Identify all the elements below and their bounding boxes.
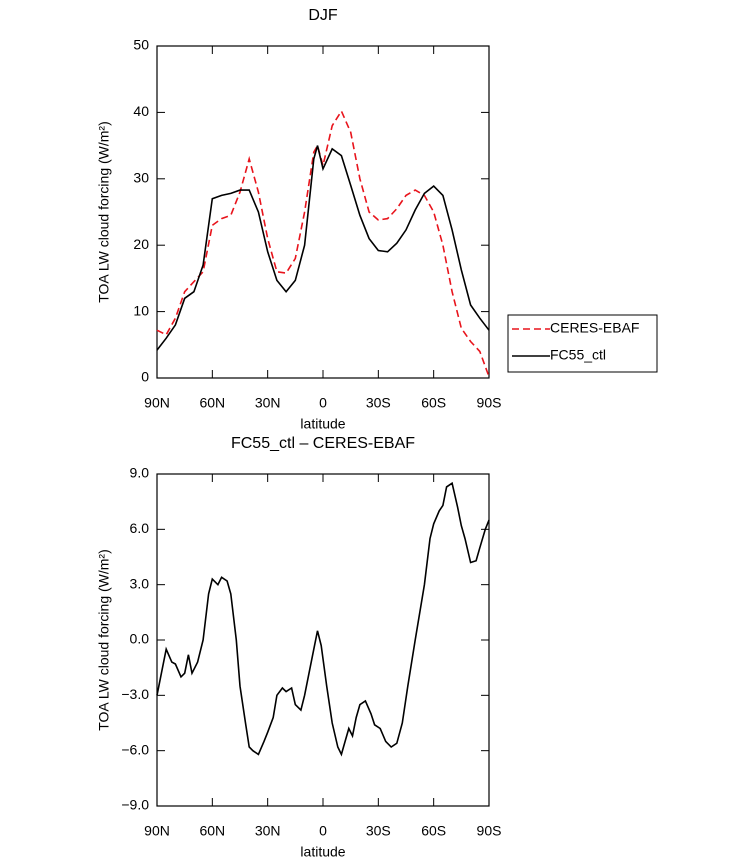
y-tick-label: 0.0 [130,631,150,647]
legend-label: FC55_ctl [550,347,606,363]
data-line [156,481,490,757]
y-tick-label: 0 [141,369,149,385]
data-line [156,109,490,377]
x-tick-label: 30N [255,823,281,839]
legend-box [507,314,658,373]
chart-title: FC55_ctl – CERES-EBAF [231,435,415,452]
y-tick-label: −6.0 [121,741,149,757]
plot-frame [156,45,490,379]
x-axis-label: latitude [300,416,345,432]
x-tick-label: 30S [366,823,391,839]
y-axis-label: TOA LW cloud forcing (W/m²) [96,549,112,731]
x-tick-label: 90S [477,395,502,411]
legend-label: CERES-EBAF [550,320,639,336]
x-tick-label: 60N [199,823,225,839]
x-tick-label: 60S [421,823,446,839]
chart-title: DJF [308,7,338,24]
x-tick-label: 90N [144,823,170,839]
y-tick-label: 30 [133,170,149,186]
x-tick-label: 60S [421,395,446,411]
x-tick-label: 30S [366,395,391,411]
x-tick-label: 0 [319,395,327,411]
y-tick-label: 3.0 [130,575,150,591]
y-tick-label: 20 [133,236,149,252]
x-tick-label: 90N [144,395,170,411]
y-axis-label: TOA LW cloud forcing (W/m²) [96,121,112,303]
x-axis-label: latitude [300,844,345,860]
y-tick-label: 10 [133,302,149,318]
x-tick-label: 60N [199,395,225,411]
x-tick-label: 90S [477,823,502,839]
y-tick-label: −9.0 [121,797,149,813]
y-tick-label: 50 [133,37,149,53]
x-tick-label: 0 [319,823,327,839]
x-tick-label: 30N [255,395,281,411]
plot-frame [156,473,490,807]
y-tick-label: 40 [133,103,149,119]
y-tick-label: 6.0 [130,520,150,536]
data-line [156,145,490,351]
y-tick-label: 9.0 [130,465,150,481]
y-tick-label: −3.0 [121,686,149,702]
